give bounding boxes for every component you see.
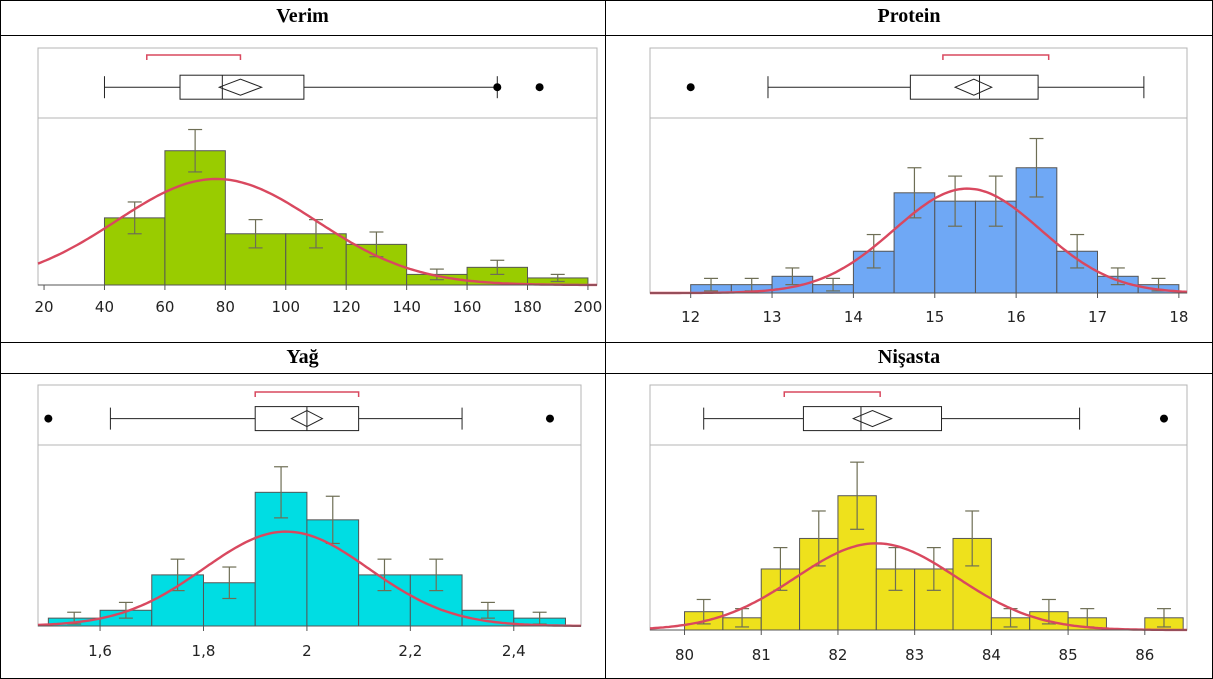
x-tick-label: 13	[762, 308, 781, 326]
nisasta-chart: 80 81 82 83 84 85 86	[649, 384, 1188, 664]
x-tick-label: 18	[1169, 308, 1188, 326]
outlier-point	[686, 83, 695, 92]
normal-fit-curve	[37, 177, 597, 287]
x-tick-label: 17	[1088, 308, 1107, 326]
x-tick-label: 100	[271, 298, 300, 316]
x-tick-label: 12	[681, 308, 700, 326]
grid-border-top	[0, 0, 1213, 1]
x-tick-label: 14	[844, 308, 863, 326]
grid-border-center	[605, 0, 606, 679]
x-tick-label: 180	[513, 298, 542, 316]
header-yag: Yağ	[286, 346, 319, 368]
grid-border-left	[0, 0, 1, 679]
outlier-point	[535, 83, 544, 92]
x-tick-label: 16	[1007, 308, 1026, 326]
box-iqr	[909, 74, 1039, 100]
x-tick-label: 40	[95, 298, 114, 316]
mean-diamond	[217, 78, 264, 96]
x-tick-label: 1,6	[88, 642, 112, 660]
x-tick-label: 80	[675, 646, 694, 664]
outlier-point	[1159, 414, 1168, 423]
protein-chart: 12 13 14 15 16 17 18	[649, 47, 1188, 326]
x-tick-label: 120	[332, 298, 361, 316]
normal-fit-curve	[649, 542, 1187, 632]
x-tick-label: 20	[34, 298, 53, 316]
mean-diamond	[953, 78, 993, 96]
header-nisasta: Nişasta	[877, 346, 941, 368]
x-tick-label: 200	[574, 298, 603, 316]
x-tick-label: 2,2	[398, 642, 422, 660]
shortest-half-bracket	[146, 54, 242, 60]
x-tick-label: 15	[925, 308, 944, 326]
shortest-half-bracket	[942, 54, 1050, 60]
x-tick-label: 2,4	[502, 642, 526, 660]
grid-border-header-2	[0, 373, 1213, 374]
mean-diamond	[851, 410, 893, 428]
shortest-half-bracket	[783, 391, 881, 397]
normal-fit-curve	[650, 187, 1188, 295]
x-tick-label: 86	[1135, 646, 1154, 664]
verim-chart: 20 40 60 80 100 120 140 160 180 200	[34, 47, 603, 316]
shortest-half-bracket	[254, 391, 360, 397]
x-tick-label: 160	[453, 298, 482, 316]
x-tick-label: 85	[1059, 646, 1078, 664]
x-tick-label: 2	[302, 642, 312, 660]
x-tick-label: 140	[392, 298, 421, 316]
x-tick-label: 84	[982, 646, 1001, 664]
x-tick-label: 82	[828, 646, 847, 664]
grid-border-middle	[0, 342, 1213, 343]
mean-diamond	[290, 410, 324, 428]
x-tick-label: 81	[752, 646, 771, 664]
x-tick-label: 60	[155, 298, 174, 316]
x-tick-label: 80	[216, 298, 235, 316]
outlier-point	[44, 414, 53, 423]
outlier-point	[545, 414, 554, 423]
x-tick-label: 83	[905, 646, 924, 664]
header-verim: Verim	[276, 5, 329, 27]
outlier-point	[493, 83, 502, 92]
x-tick-label: 1,8	[192, 642, 216, 660]
grid-border-header-1	[0, 35, 1213, 36]
box-iqr	[179, 74, 305, 100]
normal-fit-curve	[37, 530, 581, 627]
yag-chart: 1,6 1,8 2 2,2 2,4	[37, 384, 582, 660]
header-protein: Protein	[877, 5, 941, 27]
